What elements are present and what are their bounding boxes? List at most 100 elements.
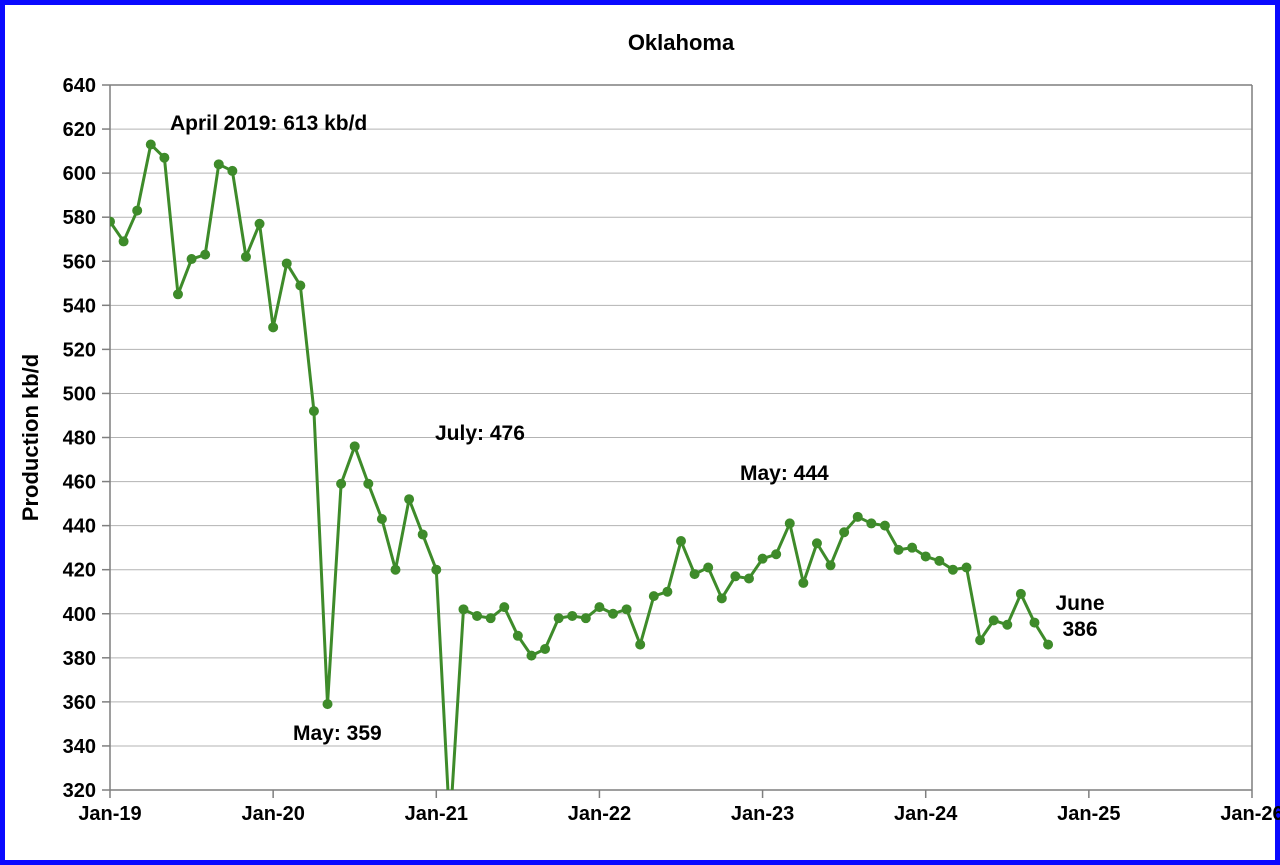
data-marker: [473, 611, 482, 620]
data-marker: [228, 166, 237, 175]
data-marker: [826, 561, 835, 570]
data-marker: [908, 543, 917, 552]
y-tick-label: 380: [63, 648, 96, 670]
x-tick-label: Jan-21: [405, 803, 468, 825]
data-marker: [976, 636, 985, 645]
data-marker: [840, 528, 849, 537]
data-marker: [459, 605, 468, 614]
data-marker: [500, 603, 509, 612]
data-marker: [989, 616, 998, 625]
x-tick-label: Jan-19: [78, 803, 141, 825]
data-marker: [853, 512, 862, 521]
data-marker: [391, 565, 400, 574]
data-marker: [241, 252, 250, 261]
y-tick-label: 600: [63, 163, 96, 185]
oklahoma-production-chart: Oklahoma 320 340 360 380 400 420 440 460 480 500 52…: [0, 0, 1280, 865]
data-marker: [173, 290, 182, 299]
data-marker: [214, 160, 223, 169]
x-tick-label: Jan-20: [241, 803, 304, 825]
data-marker: [772, 550, 781, 559]
data-marker: [880, 521, 889, 530]
data-marker: [309, 407, 318, 416]
data-marker: [160, 153, 169, 162]
y-tick-label: 580: [63, 207, 96, 229]
annotation: April 2019: 613 kb/d: [170, 112, 367, 135]
annotation: May: 444: [740, 462, 829, 485]
data-marker: [581, 614, 590, 623]
y-axis-label: Production kb/d: [18, 354, 43, 521]
data-marker: [1030, 618, 1039, 627]
data-marker: [812, 539, 821, 548]
y-tick-label: 480: [63, 428, 96, 450]
y-tick-label: 540: [63, 295, 96, 317]
data-marker: [418, 530, 427, 539]
data-marker: [609, 609, 618, 618]
data-marker: [921, 552, 930, 561]
data-marker: [255, 219, 264, 228]
data-marker: [1003, 620, 1012, 629]
data-marker: [663, 587, 672, 596]
data-marker: [541, 645, 550, 654]
data-marker: [677, 537, 686, 546]
y-tick-label: 360: [63, 692, 96, 714]
data-marker: [133, 206, 142, 215]
data-marker: [296, 281, 305, 290]
data-marker: [323, 700, 332, 709]
data-marker: [867, 519, 876, 528]
data-marker: [364, 479, 373, 488]
data-marker: [690, 570, 699, 579]
data-marker: [636, 640, 645, 649]
data-marker: [799, 578, 808, 587]
data-marker: [337, 479, 346, 488]
data-marker: [1016, 589, 1025, 598]
chart-title: Oklahoma: [628, 30, 735, 55]
data-marker: [568, 611, 577, 620]
data-marker: [486, 614, 495, 623]
data-marker: [595, 603, 604, 612]
data-marker: [935, 556, 944, 565]
data-marker: [948, 565, 957, 574]
x-tick-label: Jan-22: [568, 803, 631, 825]
data-marker: [731, 572, 740, 581]
data-marker: [1044, 640, 1053, 649]
y-tick-label: 440: [63, 516, 96, 538]
y-tick-label: 320: [63, 780, 96, 802]
annotation: 386: [1062, 618, 1097, 641]
annotation: July: 476: [435, 422, 525, 445]
x-tick-label: Jan-25: [1057, 803, 1120, 825]
data-marker: [744, 574, 753, 583]
data-marker: [432, 565, 441, 574]
x-tick-label: Jan-23: [731, 803, 794, 825]
data-marker: [350, 442, 359, 451]
y-tick-label: 620: [63, 119, 96, 141]
data-marker: [717, 594, 726, 603]
data-marker: [282, 259, 291, 268]
data-marker: [377, 515, 386, 524]
data-marker: [187, 255, 196, 264]
data-marker: [649, 592, 658, 601]
annotation: June: [1055, 592, 1104, 615]
data-marker: [527, 651, 536, 660]
y-tick-label: 500: [63, 383, 96, 405]
x-tick-label: Jan-26: [1220, 803, 1280, 825]
data-marker: [269, 323, 278, 332]
y-tick-label: 400: [63, 604, 96, 626]
y-tick-label: 560: [63, 251, 96, 273]
data-marker: [962, 563, 971, 572]
data-marker: [405, 495, 414, 504]
y-tick-label: 640: [63, 75, 96, 97]
data-marker: [513, 631, 522, 640]
y-tick-label: 420: [63, 560, 96, 582]
data-marker: [894, 545, 903, 554]
annotation: May: 359: [293, 722, 382, 745]
y-tick-label: 340: [63, 736, 96, 758]
data-marker: [119, 237, 128, 246]
data-marker: [785, 519, 794, 528]
y-tick-label: 460: [63, 472, 96, 494]
data-marker: [704, 563, 713, 572]
data-marker: [146, 140, 155, 149]
data-marker: [622, 605, 631, 614]
y-tick-label: 520: [63, 339, 96, 361]
data-marker: [201, 250, 210, 259]
x-tick-label: Jan-24: [894, 803, 958, 825]
